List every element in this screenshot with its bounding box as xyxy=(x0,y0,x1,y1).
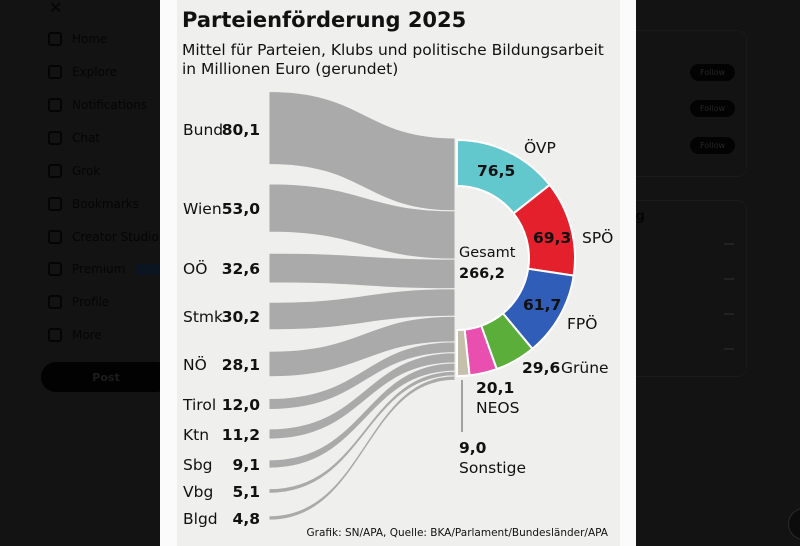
target-value: 20,1 xyxy=(476,379,514,397)
x-icon xyxy=(48,262,62,276)
target-name: Grüne xyxy=(561,359,609,377)
grok-icon xyxy=(48,164,62,178)
sidebar-item-notifications[interactable]: Notifications xyxy=(48,94,147,116)
sidebar-item-label: Chat xyxy=(72,131,101,145)
sidebar-item-explore[interactable]: Explore xyxy=(48,61,117,83)
more-options-icon[interactable] xyxy=(724,348,734,350)
mail-icon xyxy=(48,131,62,145)
target-name: ÖVP xyxy=(524,138,556,157)
chart-title: Parteienförderung 2025 xyxy=(182,8,466,32)
sidebar-item-bookmarks[interactable]: Bookmarks xyxy=(48,193,139,215)
target-name: Sonstige xyxy=(459,459,526,477)
source-name: Blgd xyxy=(183,510,218,528)
source-name: Stmk xyxy=(183,308,223,326)
more-circle-icon xyxy=(48,328,62,342)
x-logo-icon[interactable]: ✕ xyxy=(49,0,63,17)
more-options-icon[interactable] xyxy=(724,313,734,315)
source-value: 4,8 xyxy=(233,510,260,528)
chart-credit: Grafik: SN/APA, Quelle: BKA/Parlament/Bu… xyxy=(307,527,609,539)
sidebar-item-grok[interactable]: Grok xyxy=(48,160,100,182)
sidebar-item-more[interactable]: More xyxy=(48,324,102,346)
sidebar-item-label: Creator Studio xyxy=(72,230,159,244)
sidebar-item-home[interactable]: Home xyxy=(48,28,107,50)
target-name: FPÖ xyxy=(567,314,597,333)
target-name: NEOS xyxy=(476,399,519,417)
source-value: 9,1 xyxy=(233,456,260,474)
source-name: Bund xyxy=(183,121,223,139)
premium-badge xyxy=(135,263,168,275)
chart-subtitle-line1: Mittel für Parteien, Klubs und politisch… xyxy=(182,41,604,59)
sidebar-item-label: Profile xyxy=(72,295,110,309)
sidebar-item-label: Home xyxy=(72,32,108,46)
flow-oö xyxy=(268,252,456,290)
follow-button[interactable]: Follow xyxy=(690,64,735,81)
sidebar-item-label: Explore xyxy=(72,65,118,79)
sidebar-item-label: More xyxy=(72,328,102,342)
source-name: Sbg xyxy=(183,456,213,474)
target-value: 29,6 xyxy=(522,359,560,377)
source-value: 53,0 xyxy=(222,200,260,218)
source-value: 12,0 xyxy=(222,396,260,414)
source-name: Vbg xyxy=(183,483,213,501)
follow-button[interactable]: Follow xyxy=(690,100,735,117)
source-value: 30,2 xyxy=(222,308,260,326)
source-value: 28,1 xyxy=(222,356,260,374)
home-icon xyxy=(48,32,62,46)
source-name: Tirol xyxy=(182,396,216,414)
bell-icon xyxy=(48,98,62,112)
segment-sonstige xyxy=(456,328,471,378)
sidebar-item-chat[interactable]: Chat xyxy=(48,127,100,149)
target-value: 9,0 xyxy=(459,439,487,457)
source-value: 5,1 xyxy=(233,483,260,501)
source-name: Ktn xyxy=(183,426,209,444)
follow-button[interactable]: Follow xyxy=(690,137,735,154)
total-value: 266,2 xyxy=(459,266,505,282)
source-name: Wien xyxy=(183,200,222,218)
flow-blgd xyxy=(268,375,456,521)
total-label: Gesamt xyxy=(459,245,516,261)
sidebar-item-premium[interactable]: Premium xyxy=(48,258,168,280)
sidebar-item-label: Premium xyxy=(72,262,126,276)
source-value: 11,2 xyxy=(222,426,260,444)
source-name: NÖ xyxy=(183,355,207,374)
source-value: 80,1 xyxy=(222,121,260,139)
post-button[interactable]: Post xyxy=(41,362,171,392)
target-value: 69,3 xyxy=(533,229,571,247)
sidebar-item-creator-studio[interactable]: Creator Studio xyxy=(48,226,159,248)
more-options-icon[interactable] xyxy=(724,278,734,280)
sidebar-item-profile[interactable]: Profile xyxy=(48,291,109,313)
more-options-icon[interactable] xyxy=(724,243,734,245)
person-icon xyxy=(48,295,62,309)
bookmark-icon xyxy=(48,197,62,211)
target-value: 61,7 xyxy=(523,296,561,314)
source-value: 32,6 xyxy=(222,260,260,278)
sidebar-item-label: Notifications xyxy=(72,98,148,112)
search-icon xyxy=(48,65,62,79)
target-name: SPÖ xyxy=(582,228,613,247)
target-value: 76,5 xyxy=(477,162,515,180)
rocket-icon xyxy=(48,230,62,244)
source-name: OÖ xyxy=(183,259,207,278)
sidebar-item-label: Bookmarks xyxy=(72,197,140,211)
sidebar-item-label: Grok xyxy=(72,164,101,178)
chart-subtitle-line2: in Millionen Euro (gerundet) xyxy=(182,60,398,78)
